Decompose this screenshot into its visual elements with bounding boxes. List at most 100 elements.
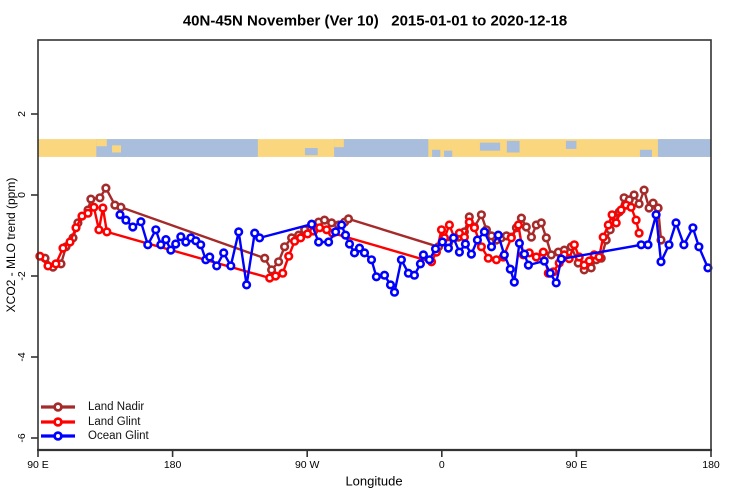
data-point xyxy=(95,193,105,203)
data-point xyxy=(161,235,171,245)
data-point xyxy=(459,232,470,242)
y-axis-ticks: 2 0 -2 -4 -6 xyxy=(16,111,38,443)
band-ocean-segment xyxy=(96,139,258,157)
data-point xyxy=(396,255,407,265)
data-point xyxy=(586,263,596,273)
data-point xyxy=(514,238,525,248)
y-tick-label: -4 xyxy=(16,352,28,361)
legend-label: Land Nadir xyxy=(88,401,145,414)
data-point xyxy=(385,280,396,290)
data-point xyxy=(65,237,75,247)
data-point xyxy=(234,227,244,237)
data-point xyxy=(314,237,324,247)
data-point xyxy=(469,223,480,233)
series-line xyxy=(38,203,641,280)
data-point xyxy=(611,218,621,228)
data-point xyxy=(71,223,81,233)
data-point xyxy=(324,237,334,247)
data-point xyxy=(556,254,566,264)
data-point xyxy=(437,237,448,247)
data-point xyxy=(415,259,426,269)
data-point xyxy=(505,264,515,274)
legend-marker-icon xyxy=(41,431,75,441)
data-point xyxy=(448,233,459,243)
data-point xyxy=(371,272,382,282)
y-tick-label: 0 xyxy=(16,192,28,198)
land-ocean-band xyxy=(38,139,711,157)
data-point xyxy=(513,220,524,230)
data-point xyxy=(86,194,96,204)
data-point xyxy=(476,210,487,220)
data-point xyxy=(278,268,288,278)
data-point xyxy=(274,257,284,267)
legend-label: Ocean Glint xyxy=(88,429,149,442)
data-point xyxy=(523,260,534,270)
x-tick-label: 90 W xyxy=(295,459,320,471)
data-point xyxy=(454,247,465,257)
data-point xyxy=(343,214,354,224)
data-point xyxy=(260,253,270,263)
band-ocean-segment xyxy=(639,149,652,157)
data-point xyxy=(115,210,125,220)
data-point xyxy=(219,248,229,258)
data-point xyxy=(603,220,613,230)
data-point xyxy=(546,250,556,260)
data-point xyxy=(509,277,519,287)
band-land-patch xyxy=(334,139,344,148)
data-point xyxy=(327,218,337,228)
data-point xyxy=(156,240,166,250)
data-point xyxy=(536,218,546,228)
x-tick-label: 0 xyxy=(439,459,445,471)
data-point xyxy=(296,233,306,243)
y-tick-label: 2 xyxy=(16,111,28,117)
data-point xyxy=(379,270,390,280)
data-point xyxy=(460,239,471,249)
data-point xyxy=(464,217,474,227)
data-point xyxy=(267,265,277,275)
x-axis-label: Longitude xyxy=(345,473,403,489)
data-point xyxy=(176,232,186,242)
data-point xyxy=(643,240,653,250)
data-point xyxy=(607,210,617,220)
data-point xyxy=(58,243,68,253)
band-ocean-segment xyxy=(432,149,441,157)
data-point xyxy=(639,185,649,195)
legend-circle xyxy=(53,402,63,412)
legend: Land Nadir Land Glint Ocean Glint xyxy=(40,400,149,443)
x-tick-label: 180 xyxy=(702,459,720,471)
data-point xyxy=(539,256,549,266)
data-point xyxy=(545,268,555,278)
y-tick-label: -6 xyxy=(16,433,28,442)
data-point xyxy=(584,256,594,266)
y-tick-label: -2 xyxy=(16,271,28,280)
data-point xyxy=(531,252,541,262)
data-point xyxy=(226,261,236,271)
band-ocean-segment xyxy=(334,139,429,157)
data-point xyxy=(626,202,636,212)
data-point xyxy=(634,228,644,238)
data-point xyxy=(616,205,626,215)
data-point xyxy=(443,243,454,253)
data-point xyxy=(359,248,370,258)
data-point xyxy=(436,225,447,235)
data-point xyxy=(331,227,341,237)
y-axis-label: XCO2 - MLO trend (ppm) xyxy=(4,177,18,313)
data-point xyxy=(472,235,483,245)
legend-item: Land Glint xyxy=(40,414,149,428)
x-tick-label: 90 E xyxy=(566,459,588,471)
data-point xyxy=(43,261,53,271)
data-point xyxy=(101,183,111,193)
data-point xyxy=(671,218,681,228)
data-point xyxy=(366,255,377,265)
data-point xyxy=(493,230,503,240)
data-point xyxy=(569,240,579,250)
data-point xyxy=(89,202,99,212)
data-point xyxy=(656,257,666,267)
x-tick-label: 180 xyxy=(164,459,182,471)
band-land-patch xyxy=(96,139,107,147)
data-point xyxy=(424,255,435,265)
data-point xyxy=(430,244,441,254)
data-point xyxy=(389,287,400,297)
data-point xyxy=(409,270,420,280)
data-point xyxy=(499,250,509,260)
